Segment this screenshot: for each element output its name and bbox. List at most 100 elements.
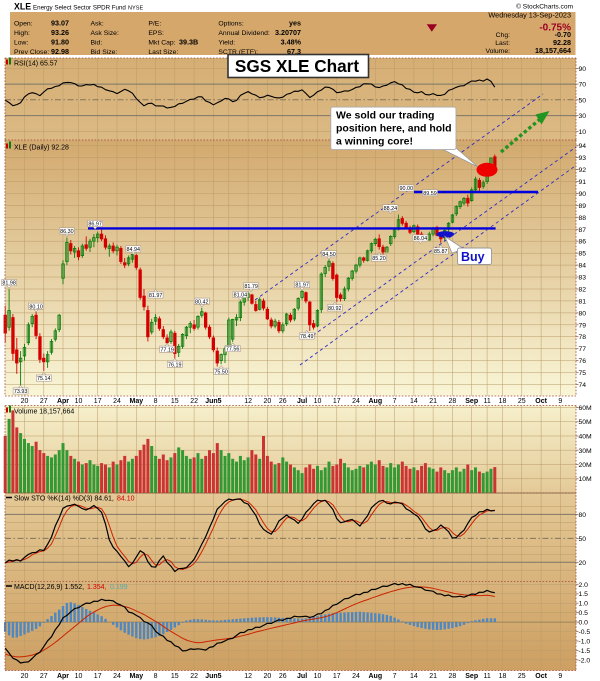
svg-text:26: 26 (279, 673, 287, 680)
svg-text:14: 14 (410, 398, 418, 405)
svg-text:77: 77 (579, 346, 587, 353)
svg-text:Jul: Jul (297, 398, 307, 405)
svg-text:10: 10 (314, 673, 322, 680)
svg-text:1.354,: 1.354, (87, 584, 107, 591)
svg-text:89: 89 (579, 203, 587, 210)
svg-text:12: 12 (244, 398, 252, 405)
svg-text:80: 80 (579, 512, 587, 519)
svg-text:7: 7 (393, 398, 397, 405)
svg-text:83: 83 (579, 275, 587, 282)
svg-text:SCTR (ETF):: SCTR (ETF): (218, 49, 258, 56)
svg-text:10M: 10M (579, 476, 593, 483)
svg-text:Slow STO %K(14) %D(3) 84.61,: Slow STO %K(14) %D(3) 84.61, (14, 496, 114, 503)
svg-text:XLE: XLE (14, 2, 31, 12)
svg-text:25: 25 (518, 673, 526, 680)
svg-text:81.79: 81.79 (244, 284, 258, 290)
svg-text:77.56: 77.56 (226, 347, 240, 353)
svg-text:27: 27 (40, 398, 48, 405)
svg-text:81.97: 81.97 (149, 293, 163, 299)
svg-text:20: 20 (264, 398, 272, 405)
svg-text:Bid Size:: Bid Size: (91, 49, 118, 56)
svg-text:92.28: 92.28 (553, 38, 571, 47)
svg-text:84.50: 84.50 (322, 252, 336, 258)
svg-text:8: 8 (154, 398, 158, 405)
svg-text:24: 24 (352, 673, 360, 680)
svg-text:80: 80 (579, 310, 587, 317)
svg-text:11: 11 (483, 398, 490, 405)
svg-text:28: 28 (449, 398, 457, 405)
svg-text:22: 22 (190, 673, 198, 680)
svg-text:80.42: 80.42 (195, 299, 209, 305)
svg-text:© StockCharts.com: © StockCharts.com (516, 3, 573, 11)
svg-text:82: 82 (579, 287, 587, 294)
svg-text:20: 20 (21, 673, 29, 680)
svg-text:Options:: Options: (218, 20, 243, 27)
svg-text:High:: High: (14, 30, 30, 37)
svg-text:75.50: 75.50 (214, 369, 228, 375)
svg-text:9: 9 (558, 673, 562, 680)
svg-text:94: 94 (579, 143, 587, 150)
svg-text:a winning core!: a winning core! (336, 136, 413, 148)
svg-text:93: 93 (579, 155, 587, 162)
svg-text:Buy: Buy (461, 250, 485, 264)
svg-text:Yield:: Yield: (218, 39, 235, 46)
svg-text:75.14: 75.14 (37, 376, 51, 382)
svg-text:15: 15 (171, 398, 179, 405)
svg-text:Sep: Sep (465, 398, 478, 405)
svg-text:79: 79 (579, 322, 587, 329)
svg-text:89.59: 89.59 (423, 191, 437, 197)
svg-text:85: 85 (579, 251, 587, 258)
svg-text:Prev Close:: Prev Close: (14, 49, 49, 56)
svg-text:93.26: 93.26 (51, 28, 69, 37)
svg-text:3.20707: 3.20707 (275, 28, 301, 37)
svg-text:26: 26 (279, 398, 287, 405)
svg-text:Jul: Jul (297, 673, 307, 680)
svg-text:80.10: 80.10 (29, 304, 43, 310)
svg-text:75: 75 (579, 370, 587, 377)
svg-text:27: 27 (40, 673, 48, 680)
svg-text:15: 15 (171, 673, 179, 680)
svg-text:92: 92 (579, 167, 587, 174)
svg-text:84.94: 84.94 (127, 247, 141, 253)
svg-text:84: 84 (579, 263, 587, 270)
svg-text:50M: 50M (579, 419, 593, 426)
svg-text:May: May (129, 398, 143, 405)
svg-text:85.87: 85.87 (434, 249, 448, 255)
svg-text:-1.5: -1.5 (579, 648, 591, 655)
svg-text:24: 24 (352, 398, 360, 405)
svg-text:78.49: 78.49 (300, 334, 314, 340)
svg-text:50: 50 (579, 536, 587, 543)
svg-text:10: 10 (75, 673, 83, 680)
svg-text:Sep: Sep (465, 673, 478, 680)
svg-text:Open:: Open: (14, 20, 33, 27)
svg-text:86.97: 86.97 (88, 222, 102, 228)
svg-text:Aug: Aug (368, 398, 382, 405)
svg-text:Wednesday 13-Sep-2023: Wednesday 13-Sep-2023 (488, 11, 571, 20)
svg-text:Bid:: Bid: (91, 39, 103, 46)
svg-text:EPS:: EPS: (148, 30, 164, 37)
svg-text:85.20: 85.20 (372, 256, 386, 262)
svg-text:-0.70: -0.70 (555, 30, 571, 39)
svg-text:Apr: Apr (57, 398, 69, 405)
svg-text:20M: 20M (579, 462, 593, 469)
svg-text:90: 90 (579, 66, 587, 73)
svg-text:position here, and hold: position here, and hold (336, 123, 452, 135)
svg-text:14: 14 (410, 673, 418, 680)
svg-text:17: 17 (333, 673, 341, 680)
svg-text:Low:: Low: (14, 39, 28, 46)
svg-text:76: 76 (579, 358, 587, 365)
svg-text:May: May (129, 673, 143, 680)
svg-text:88: 88 (579, 215, 587, 222)
svg-text:17: 17 (94, 673, 102, 680)
svg-text:21: 21 (429, 673, 437, 680)
svg-text:22: 22 (190, 398, 198, 405)
svg-text:10: 10 (75, 398, 83, 405)
svg-text:39.3B: 39.3B (179, 37, 198, 46)
svg-text:24: 24 (113, 673, 121, 680)
svg-text:NYSE: NYSE (128, 6, 144, 12)
svg-text:40M: 40M (579, 434, 593, 441)
svg-text:MACD(12,26,9) 1.552,: MACD(12,26,9) 1.552, (14, 584, 84, 591)
svg-text:28: 28 (449, 673, 457, 680)
svg-text:24: 24 (113, 398, 121, 405)
svg-text:17: 17 (333, 398, 341, 405)
